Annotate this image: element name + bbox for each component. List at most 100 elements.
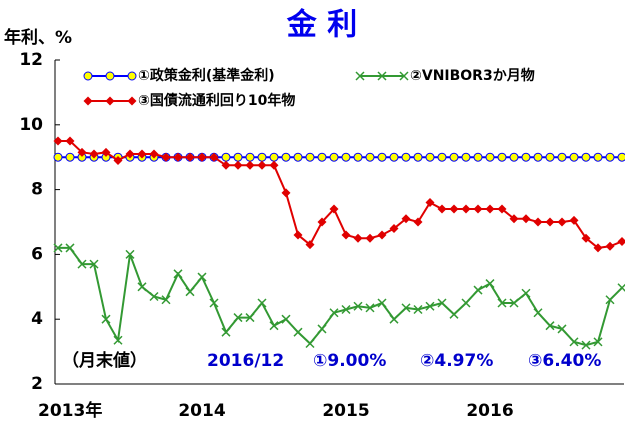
data-point xyxy=(521,214,531,224)
annotation: ②4.97% xyxy=(420,351,493,371)
data-point xyxy=(149,149,159,159)
data-point xyxy=(497,204,507,214)
data-point xyxy=(557,217,567,227)
data-point xyxy=(77,147,87,157)
data-point xyxy=(281,314,291,324)
data-point xyxy=(389,314,399,324)
data-point xyxy=(293,152,303,162)
data-point xyxy=(293,327,303,337)
data-point xyxy=(113,335,123,345)
data-point xyxy=(257,298,267,308)
data-point xyxy=(185,152,195,162)
data-point xyxy=(461,204,471,214)
data-point xyxy=(65,152,75,162)
data-point xyxy=(269,321,279,331)
data-point xyxy=(329,204,339,214)
data-point xyxy=(509,214,519,224)
data-point xyxy=(101,147,111,157)
data-point xyxy=(413,217,423,227)
legend-label: ①政策金利(基準金利) xyxy=(138,67,275,84)
data-point xyxy=(425,198,435,208)
data-point xyxy=(113,155,123,165)
data-point xyxy=(221,327,231,337)
data-point xyxy=(449,204,459,214)
legend-marker xyxy=(105,96,115,106)
data-point xyxy=(377,298,387,308)
data-point xyxy=(617,236,625,246)
data-point xyxy=(545,152,555,162)
data-point xyxy=(605,295,615,305)
series-line xyxy=(58,246,623,347)
data-point xyxy=(437,298,447,308)
data-point xyxy=(53,152,63,162)
data-point xyxy=(233,152,243,162)
data-point xyxy=(185,287,195,297)
annotation: ①9.00% xyxy=(313,351,386,371)
data-point xyxy=(485,279,495,289)
data-point xyxy=(569,337,579,347)
data-point xyxy=(305,152,315,162)
data-point xyxy=(569,215,579,225)
legend-marker xyxy=(105,71,115,81)
data-point xyxy=(281,152,291,162)
data-point xyxy=(389,152,399,162)
data-point xyxy=(257,160,267,170)
data-point xyxy=(233,313,243,323)
data-point xyxy=(125,149,135,159)
y-axis-label: 年利、% xyxy=(4,27,72,48)
x-tick-label: 2016 xyxy=(466,401,513,421)
data-point xyxy=(557,152,567,162)
data-point xyxy=(473,285,483,295)
data-point xyxy=(569,152,579,162)
legend-label: ②VNIBOR3か月物 xyxy=(410,67,535,84)
data-point xyxy=(101,314,111,324)
data-point xyxy=(509,152,519,162)
data-point xyxy=(377,152,387,162)
data-point xyxy=(485,152,495,162)
legend-marker xyxy=(399,71,409,81)
data-point xyxy=(617,283,625,293)
data-point xyxy=(413,304,423,315)
data-point xyxy=(605,152,615,162)
data-point xyxy=(533,152,543,162)
data-point xyxy=(173,152,183,162)
data-point xyxy=(365,233,375,243)
data-point xyxy=(401,214,411,224)
data-point xyxy=(329,308,339,318)
data-point xyxy=(341,230,351,240)
data-point xyxy=(305,240,315,250)
data-point xyxy=(389,223,399,233)
y-tick-label: 12 xyxy=(19,50,43,70)
data-point xyxy=(437,152,447,162)
data-point xyxy=(245,160,255,170)
data-point xyxy=(353,233,363,243)
legend-label: ③国債流通利回り10年物 xyxy=(138,92,295,109)
data-point xyxy=(245,152,255,162)
y-tick-label: 6 xyxy=(31,244,43,264)
data-point xyxy=(221,160,231,170)
data-point xyxy=(365,152,375,162)
data-point xyxy=(317,152,327,162)
data-point xyxy=(173,269,183,279)
data-point xyxy=(461,298,471,308)
data-point xyxy=(449,309,459,319)
data-point xyxy=(317,217,327,227)
data-point xyxy=(89,259,99,269)
data-point xyxy=(197,152,207,162)
data-point xyxy=(485,204,495,214)
data-point xyxy=(257,152,267,162)
legend-marker xyxy=(83,96,93,106)
data-point xyxy=(77,259,87,269)
data-point xyxy=(209,298,219,308)
data-point xyxy=(593,243,603,253)
annotation: 2016/12 xyxy=(207,351,284,371)
y-tick-label: 8 xyxy=(31,180,43,200)
x-tick-label: 2013年 xyxy=(38,400,102,421)
data-point xyxy=(221,152,231,162)
data-point xyxy=(497,298,507,308)
data-point xyxy=(65,136,75,146)
data-point xyxy=(245,313,255,323)
data-point xyxy=(65,243,75,253)
data-point xyxy=(209,152,219,162)
data-point xyxy=(305,338,315,349)
